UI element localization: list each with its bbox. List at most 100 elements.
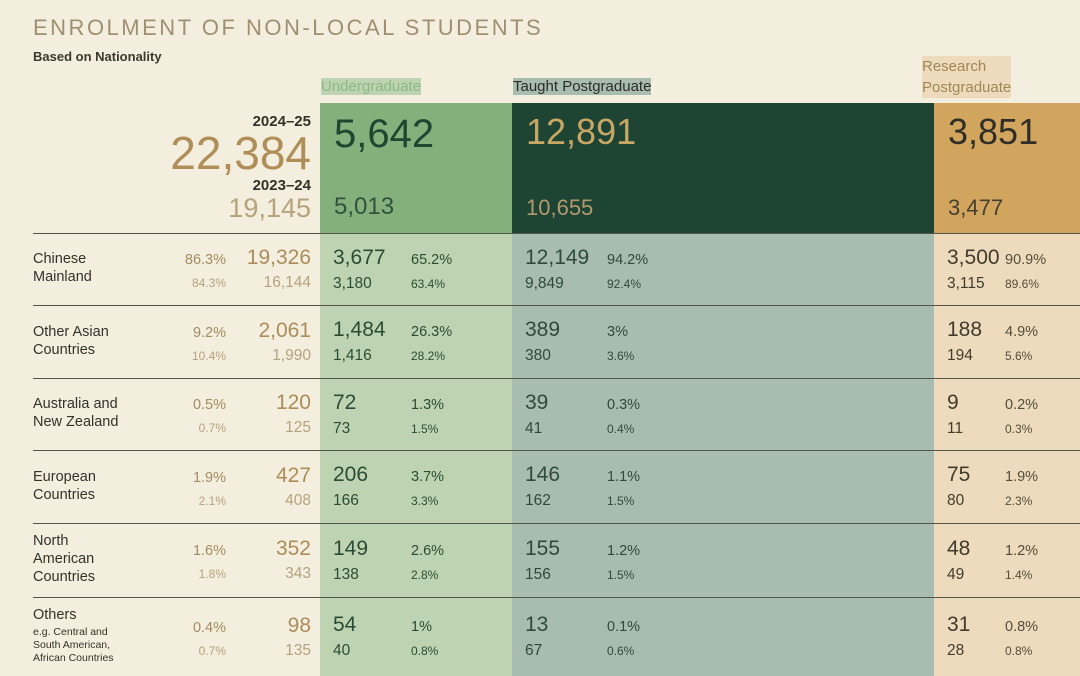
rpg-previous-line: 28 0.8%: [947, 642, 1080, 660]
ug-previous-line: 138 2.8%: [333, 566, 512, 584]
tpg-previous-line: 41 0.4%: [525, 420, 934, 438]
undergraduate-cell: 1,484 26.3% 1,416 28.2%: [320, 305, 512, 378]
ug-current-value: 206: [333, 463, 369, 486]
rpg-current-pct: 0.8%: [1005, 619, 1039, 635]
ug-previous-line: 3,180 63.4%: [333, 275, 512, 293]
tpg-current-line: 146 1.1%: [525, 463, 934, 487]
taught-postgraduate-cell: 146 1.1% 162 1.5%: [512, 450, 934, 523]
total-current-line: 1.9% 427: [166, 464, 320, 488]
ug-previous-pct: 1.5%: [411, 421, 439, 436]
research-postgraduate-cell: 48 1.2% 49 1.4%: [934, 523, 1080, 597]
total-previous-line: 10.4% 1,990: [166, 347, 320, 365]
total-previous-pct: 84.3%: [191, 276, 226, 290]
total-previous: 19,145: [228, 193, 311, 224]
tpg-current-pct: 94.2%: [607, 251, 649, 268]
row-label: Australia and New Zealand: [33, 396, 119, 430]
total-current-pct: 1.9%: [192, 469, 226, 486]
tpg-previous-line: 9,849 92.4%: [525, 275, 934, 293]
rpg-previous-pct: 89.6%: [1005, 276, 1040, 291]
ug-previous-pct: 3.3%: [411, 494, 439, 508]
rpg-previous-value: 28: [947, 642, 965, 659]
tpg-previous-value: 67: [525, 642, 543, 659]
tpg-previous-pct: 0.6%: [607, 644, 635, 658]
total-current-value: 427: [275, 463, 311, 487]
table-row-european: European Countries 1.9% 427 2.1% 408 206…: [0, 450, 1080, 523]
tpg-current-value: 155: [525, 536, 561, 560]
total-previous-line: 84.3% 16,144: [166, 274, 320, 292]
research-postgraduate-cell: 188 4.9% 194 5.6%: [934, 305, 1080, 378]
total-previous-pct: 10.4%: [191, 348, 226, 363]
row-label-box: Other Asian Countries: [33, 324, 161, 359]
tpg-current-value: 146: [525, 463, 561, 486]
research-postgraduate-cell: 31 0.8% 28 0.8%: [934, 597, 1080, 676]
nationality-cell: Chinese Mainland 86.3% 19,326 84.3% 16,1…: [0, 233, 320, 305]
total-current-pct: 1.6%: [192, 543, 226, 559]
total-current-value: 19,326: [246, 246, 311, 269]
column-header-taught-postgraduate: Taught Postgraduate: [513, 78, 652, 95]
ug-previous-value: 1,416: [333, 347, 372, 364]
undergraduate-cell: 54 1% 40 0.8%: [320, 597, 512, 676]
ug-current-value: 3,677: [333, 245, 386, 269]
total-values: 86.3% 19,326 84.3% 16,144: [166, 246, 320, 292]
rpg-previous-pct: 2.3%: [1005, 494, 1033, 508]
tpg-current-value: 12,149: [525, 245, 590, 269]
tpg-previous-line: 156 1.5%: [525, 566, 934, 584]
tpg-current-value: 39: [525, 390, 549, 414]
tpg-total-previous: 10,655: [526, 195, 594, 220]
ug-total-previous: 5,013: [334, 193, 395, 220]
rpg-current-value: 31: [947, 613, 971, 636]
rpg-total-previous: 3,477: [948, 195, 1004, 220]
research-postgraduate-cell: 75 1.9% 80 2.3%: [934, 450, 1080, 523]
tpg-previous-line: 67 0.6%: [525, 642, 934, 660]
tpg-current-value: 389: [525, 318, 561, 341]
tpg-current-line: 39 0.3%: [525, 391, 934, 415]
row-label-box: European Countries: [33, 469, 161, 504]
nationality-table: Chinese Mainland 86.3% 19,326 84.3% 16,1…: [0, 233, 1080, 676]
ug-current-pct: 3.7%: [411, 469, 445, 485]
tpg-previous-pct: 92.4%: [607, 276, 642, 291]
summary-taught-postgraduate-block: 12,891 10,655: [512, 103, 934, 233]
summary-total-cell: 2024–25 22,384 2023–24 19,145: [0, 103, 320, 233]
ug-current-value: 149: [333, 536, 369, 560]
ug-current-pct: 2.6%: [411, 542, 445, 559]
row-label-box: Others e.g. Central and South American, …: [33, 607, 161, 665]
ug-previous-pct: 28.2%: [411, 349, 446, 363]
summary-band: 2024–25 22,384 2023–24 19,145 5,642 5,01…: [0, 103, 1080, 233]
total-previous-value: 343: [285, 565, 311, 582]
row-label-box: Chinese Mainland: [33, 251, 161, 286]
rpg-current-line: 75 1.9%: [947, 463, 1080, 487]
ug-current-pct: 1%: [411, 619, 432, 635]
nationality-cell: Others e.g. Central and South American, …: [0, 597, 320, 676]
column-header-research-line2: Postgraduate: [922, 79, 1012, 96]
tpg-current-pct: 3%: [607, 324, 628, 340]
undergraduate-cell: 206 3.7% 166 3.3%: [320, 450, 512, 523]
taught-postgraduate-cell: 389 3% 380 3.6%: [512, 305, 934, 378]
total-previous-line: 0.7% 135: [166, 642, 320, 660]
rpg-current-value: 3,500: [947, 245, 1000, 269]
ug-current-value: 1,484: [333, 318, 386, 341]
column-header-research-postgraduate: Research Postgraduate: [922, 56, 1012, 98]
rpg-previous-line: 11 0.3%: [947, 420, 1080, 438]
total-values: 1.6% 352 1.8% 343: [166, 537, 320, 583]
ug-current-line: 206 3.7%: [333, 463, 512, 487]
rpg-previous-pct: 5.6%: [1005, 349, 1033, 363]
ug-current-line: 149 2.6%: [333, 537, 512, 561]
ug-current-line: 3,677 65.2%: [333, 246, 512, 270]
taught-postgraduate-cell: 39 0.3% 41 0.4%: [512, 378, 934, 450]
ug-current-line: 54 1%: [333, 613, 512, 637]
year-current-label: 2024–25: [252, 113, 311, 131]
page-title: ENROLMENT OF NON-LOCAL STUDENTS: [33, 15, 544, 40]
tpg-current-line: 12,149 94.2%: [525, 246, 934, 270]
ug-current-line: 72 1.3%: [333, 391, 512, 415]
rpg-previous-pct: 0.8%: [1005, 644, 1033, 658]
total-current-line: 0.4% 98: [166, 614, 320, 638]
rpg-current-line: 9 0.2%: [947, 391, 1080, 415]
nationality-cell: Australia and New Zealand 0.5% 120 0.7% …: [0, 378, 320, 450]
total-values: 1.9% 427 2.1% 408: [166, 464, 320, 510]
total-previous-pct: 0.7%: [198, 421, 226, 435]
taught-postgraduate-cell: 13 0.1% 67 0.6%: [512, 597, 934, 676]
row-label: Other Asian Countries: [33, 323, 109, 358]
total-previous-pct: 0.7%: [198, 643, 226, 658]
row-label: North American Countries: [33, 533, 96, 585]
rpg-current-pct: 1.9%: [1005, 469, 1039, 485]
